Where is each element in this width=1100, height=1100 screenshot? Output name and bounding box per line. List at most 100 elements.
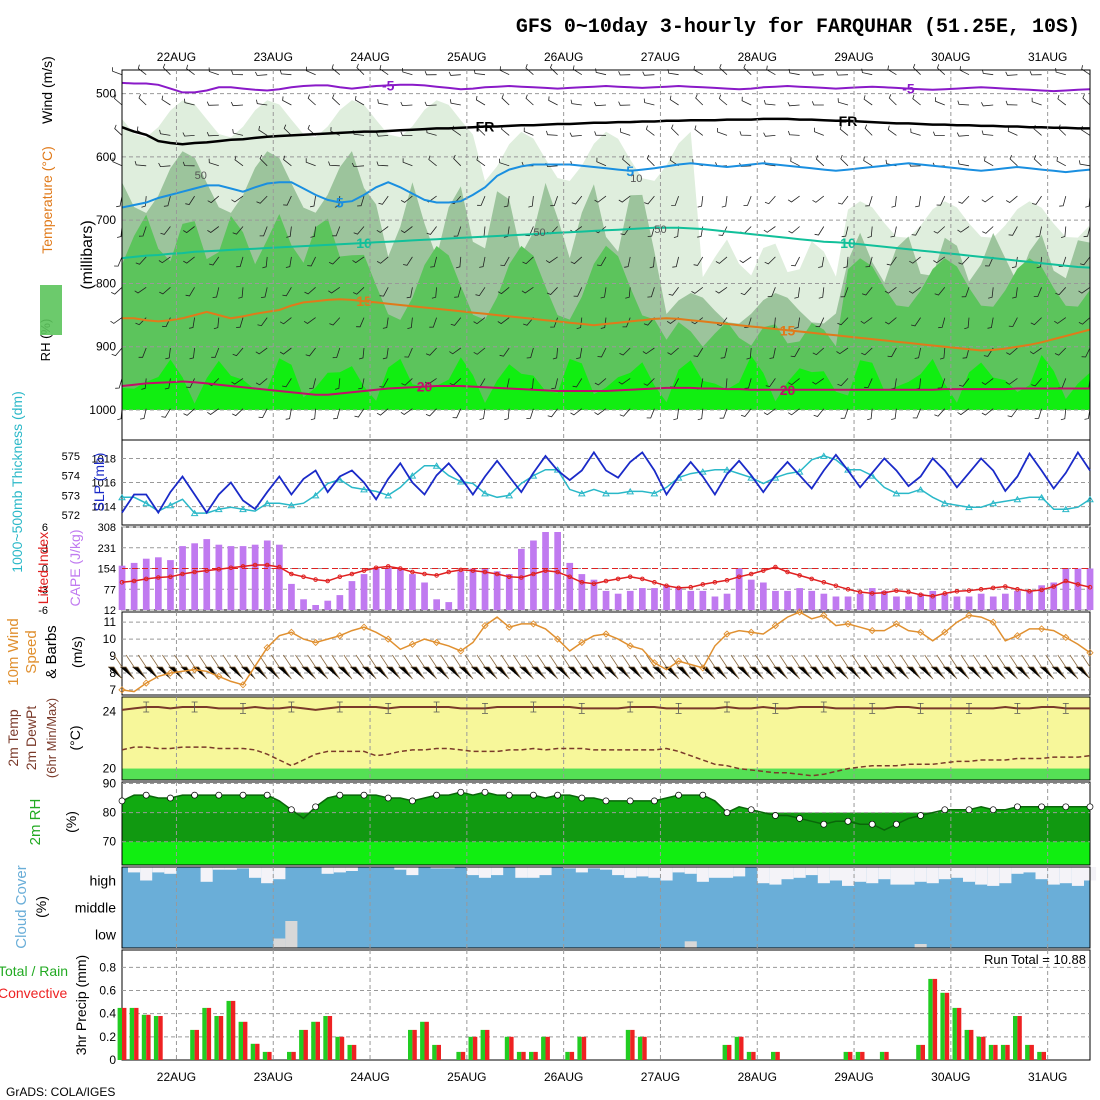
precip-total-bar	[746, 1051, 752, 1060]
cloud-high-gap	[612, 867, 625, 876]
cloud-high-gap	[733, 867, 746, 877]
cape-bar	[421, 582, 428, 610]
thickness-marker	[650, 489, 659, 497]
precip-total-bar	[190, 1029, 195, 1060]
cloud-high-gap	[236, 867, 249, 869]
cloud-high-gap	[200, 867, 213, 882]
precip-total-bar	[516, 1051, 522, 1060]
cape-bar	[566, 562, 574, 610]
wind-marker	[457, 647, 465, 655]
wind-barb	[1051, 654, 1067, 680]
wind-barb	[165, 347, 171, 360]
cloud-high-gap	[963, 867, 976, 882]
wind-barb	[749, 654, 764, 680]
wind-barb	[725, 654, 740, 680]
precip-total-bar	[311, 1021, 316, 1060]
wind-barb	[1082, 94, 1091, 106]
wind-barb	[185, 287, 195, 297]
precip-convective-bar	[194, 1029, 199, 1060]
wind-barb	[426, 226, 437, 235]
rh-marker	[1038, 803, 1045, 811]
li-marker	[531, 571, 536, 577]
cape-bar	[1026, 590, 1033, 610]
wind-barb	[403, 256, 413, 266]
precip-convective-bar	[412, 1029, 417, 1060]
wind-barb	[362, 654, 377, 680]
wind-barb	[884, 286, 897, 294]
wind-barb	[309, 378, 316, 389]
wind-barb	[579, 654, 595, 680]
thickness-marker	[698, 468, 707, 475]
cloud-high-gap	[140, 867, 153, 881]
cloud-high-gap	[1035, 867, 1048, 880]
cape-bar	[384, 568, 392, 610]
precip-total-bar	[456, 1051, 461, 1060]
wind-barb	[500, 256, 510, 267]
cape-bar	[360, 574, 368, 610]
wind-barb	[138, 94, 147, 106]
wind-barb	[715, 286, 728, 294]
wind-barb	[818, 287, 825, 299]
rh-marker	[530, 791, 537, 799]
wind-barb	[208, 67, 219, 76]
wind-barb	[812, 195, 825, 203]
cloud-high-gap	[866, 867, 879, 884]
cape-bar	[808, 590, 816, 610]
precip-total-bar	[347, 1044, 352, 1060]
wind-barb	[550, 195, 558, 207]
cloud-low-bar	[285, 921, 298, 948]
wind-barb	[767, 287, 776, 297]
rh-marker	[989, 806, 997, 814]
li-tick: 0	[42, 564, 48, 576]
rh-lower-band	[122, 841, 1090, 865]
date-label-bottom: 25AUG	[447, 1070, 486, 1084]
li-marker	[470, 568, 476, 573]
wind-barb	[116, 196, 123, 208]
wind-barb	[982, 226, 994, 234]
wind-barb	[256, 99, 268, 106]
wind-barb	[473, 317, 486, 325]
wind-barb	[739, 256, 752, 264]
wind-marker	[844, 620, 852, 628]
wind-barb	[475, 95, 486, 106]
date-label-top: 29AUG	[834, 50, 873, 64]
wind-barb	[815, 155, 825, 167]
cape-bar	[433, 599, 440, 610]
wind-barb	[313, 654, 329, 680]
thickness-marker	[505, 491, 514, 499]
cape-bar	[1050, 582, 1058, 610]
thickness-marker	[481, 489, 489, 497]
cape-tick: 308	[98, 522, 116, 534]
wind-barb	[1005, 71, 1018, 76]
cloud-high-gap	[1047, 867, 1060, 885]
wind-barb	[406, 287, 413, 299]
precip-convective-bar	[485, 1029, 490, 1060]
wind-barb	[1007, 127, 1018, 136]
wind-barb	[840, 408, 849, 419]
wind-barb	[1029, 347, 1042, 355]
wind-barb	[618, 378, 631, 385]
wind-barb	[160, 226, 171, 235]
wind-marker	[1062, 633, 1070, 642]
wind-marker	[626, 642, 634, 650]
cape-bar	[977, 593, 985, 610]
wind-barb	[232, 129, 244, 136]
wind-barb	[815, 317, 825, 328]
wind-marker	[408, 640, 417, 648]
wind-barb	[865, 256, 873, 268]
wind-barb	[647, 287, 655, 298]
precip-total-bar	[1037, 1051, 1042, 1060]
cape-bar	[1074, 568, 1082, 610]
wind-barb	[156, 654, 171, 680]
wind-barb	[398, 654, 413, 680]
li-marker	[615, 576, 621, 582]
li-marker	[688, 584, 694, 590]
wind-barb	[785, 654, 800, 680]
cape-bar	[372, 568, 380, 610]
cloud-high-gap	[1059, 867, 1072, 884]
cape-bar	[457, 571, 465, 610]
wind-barb	[987, 317, 994, 329]
cloud-high-gap	[527, 867, 540, 878]
wind-barb	[886, 256, 897, 266]
li-marker	[797, 573, 802, 578]
